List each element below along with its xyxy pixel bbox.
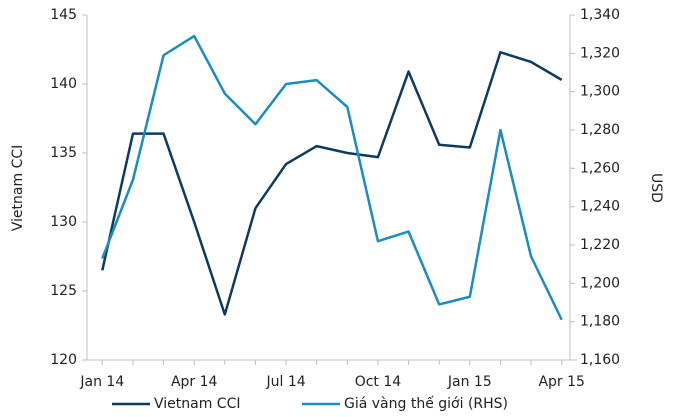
legend-label: Giá vàng thế giới (RHS)	[344, 395, 508, 412]
series-line	[101, 34, 563, 321]
series-line	[101, 51, 563, 316]
y2-tick-label: 1,300	[580, 84, 620, 100]
y2-tick-label: 1,320	[580, 45, 620, 61]
y2-tick-label: 1,280	[580, 122, 620, 138]
y-tick-label: 130	[50, 214, 77, 230]
y-tick-label: 120	[50, 352, 77, 368]
x-tick-label: Oct 14	[355, 374, 402, 390]
y-tick-label: 145	[50, 7, 77, 23]
y2-tick-label: 1,340	[580, 7, 620, 23]
y2-axis-label: USD	[648, 173, 664, 203]
y-tick-label: 135	[50, 145, 77, 161]
x-tick-label: Apr 14	[171, 374, 218, 390]
y-tick-label: 140	[50, 76, 77, 92]
y-axis-label: Vietnam CCI	[10, 145, 26, 231]
y-tick-label: 125	[50, 283, 77, 299]
y2-tick-label: 1,180	[580, 314, 620, 330]
y2-tick-label: 1,240	[580, 199, 620, 215]
x-tick-label: Jan 14	[79, 374, 124, 390]
x-tick-label: Jul 14	[265, 374, 305, 390]
y2-tick-label: 1,260	[580, 160, 620, 176]
y2-tick-label: 1,200	[580, 275, 620, 291]
legend-label: Vietnam CCI	[154, 396, 240, 412]
y2-tick-label: 1,220	[580, 237, 620, 253]
x-tick-label: Apr 15	[538, 374, 584, 390]
y2-tick-label: 1,160	[580, 352, 620, 368]
x-tick-label: Jan 15	[447, 374, 492, 390]
